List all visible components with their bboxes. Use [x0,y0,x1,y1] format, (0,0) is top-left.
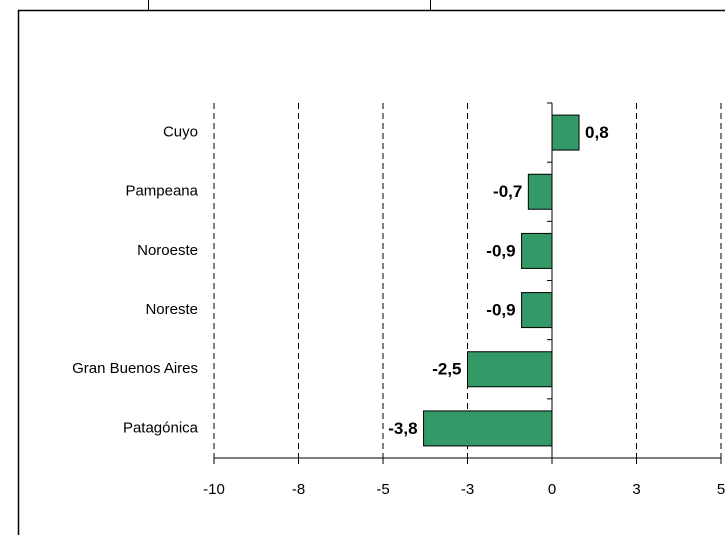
value-label: -0,9 [486,301,515,320]
y-tick-label: Patagónica [123,419,199,436]
x-tick-label: 3 [632,481,640,498]
value-label: -3,8 [388,419,417,438]
chart-frame [17,9,725,535]
x-tick-label: 0 [548,481,556,498]
x-tick-label: -10 [203,481,225,498]
bar [467,351,553,388]
x-tick-label: -5 [376,481,389,498]
y-tick-label: Gran Buenos Aires [72,360,198,377]
y-tick-label: Cuyo [163,124,198,141]
x-tick-label: -3 [461,481,474,498]
x-tick-label: 5 [717,481,725,498]
value-label: 0,8 [585,123,609,142]
bar [521,232,553,269]
bar [521,292,553,329]
value-label: -2,5 [432,360,461,379]
bar [527,173,553,210]
y-tick-label: Noroeste [137,242,198,259]
x-tick-label: -8 [292,481,305,498]
bar [551,114,580,151]
bar [423,410,553,447]
value-label: -0,9 [486,241,515,260]
y-tick-label: Pampeana [125,183,198,200]
value-label: -0,7 [493,182,522,201]
y-tick-label: Noreste [145,301,198,318]
